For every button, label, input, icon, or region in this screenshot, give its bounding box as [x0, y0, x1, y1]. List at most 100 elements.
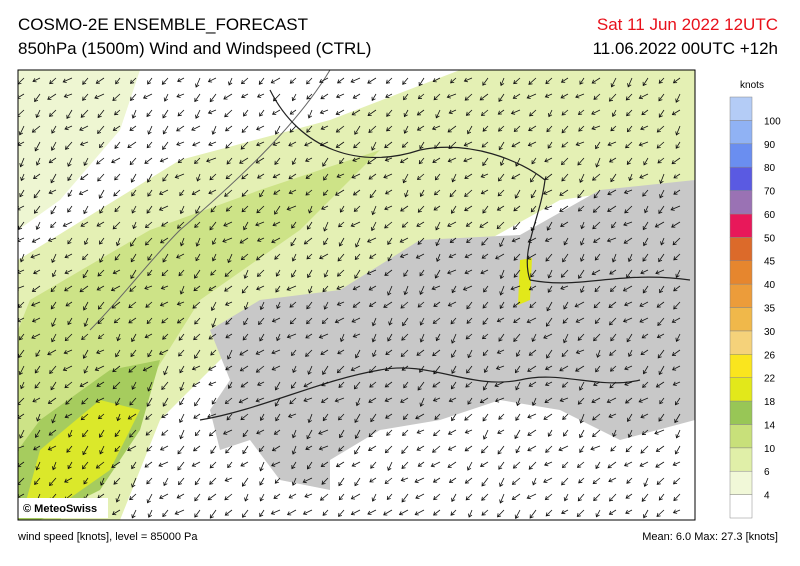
wind-arrow: [337, 253, 345, 262]
wind-arrow: [272, 173, 281, 179]
wind-arrow: [129, 77, 137, 84]
wind-arrow: [127, 445, 137, 452]
wind-arrow: [435, 333, 441, 342]
wind-arrow: [403, 269, 409, 277]
wind-arrow: [481, 141, 489, 148]
wind-arrow: [561, 125, 569, 134]
wind-arrow: [323, 221, 329, 232]
wind-arrow: [31, 333, 41, 339]
wind-arrow: [47, 397, 57, 404]
wind-arrow: [335, 141, 345, 148]
wind-arrow: [47, 445, 57, 451]
wind-arrow: [18, 221, 25, 230]
wind-arrow: [290, 381, 297, 389]
wind-arrow: [291, 253, 297, 262]
colorbar-label: 100: [764, 116, 781, 127]
wind-arrow: [242, 333, 249, 341]
wind-arrow: [366, 237, 377, 243]
wind-arrow: [209, 461, 217, 469]
wind-arrow: [208, 189, 217, 195]
wind-arrow: [98, 189, 105, 199]
wind-arrow: [51, 317, 57, 327]
wind-arrow: [158, 461, 169, 467]
wind-arrow: [384, 157, 393, 162]
wind-arrow: [49, 477, 57, 487]
wind-arrow: [48, 429, 57, 436]
wind-arrow: [464, 269, 473, 275]
wind-arrow: [174, 173, 185, 179]
colorbar-band: [729, 166, 753, 191]
wind-arrow: [354, 269, 361, 279]
wind-arrow: [543, 333, 553, 339]
wind-arrow: [146, 173, 153, 183]
wind-arrow: [368, 125, 377, 133]
wind-arrow: [241, 125, 249, 133]
wind-arrow: [670, 205, 681, 211]
wind-arrow: [628, 173, 633, 182]
wind-arrow: [193, 413, 201, 419]
wind-arrow: [385, 77, 393, 84]
wind-arrow: [208, 333, 217, 340]
wind-arrow: [641, 333, 649, 339]
wind-arrow: [482, 77, 489, 86]
wind-arrow: [467, 125, 473, 135]
wind-arrow: [640, 413, 649, 419]
wind-arrow: [656, 509, 665, 517]
wind-arrow: [99, 253, 105, 263]
wind-arrow: [432, 397, 441, 402]
wind-arrow: [289, 125, 297, 133]
wind-arrow: [575, 317, 585, 323]
wind-arrow: [628, 349, 633, 358]
wind-arrow: [353, 141, 361, 149]
wind-arrow: [432, 157, 441, 163]
wind-arrow: [595, 157, 601, 168]
wind-arrow: [160, 285, 169, 290]
wind-arrow: [638, 141, 649, 147]
wind-arrow: [334, 317, 345, 324]
wind-arrow: [464, 413, 473, 421]
wind-arrow: [432, 317, 441, 324]
wind-arrow: [510, 285, 521, 291]
wind-arrow: [642, 221, 649, 231]
wind-arrow: [511, 493, 521, 500]
wind-arrow: [51, 333, 57, 343]
wind-arrow: [338, 381, 345, 389]
wind-arrow: [209, 93, 217, 103]
wind-area: [18, 70, 140, 230]
wind-arrow: [369, 381, 377, 388]
wind-arrow: [211, 397, 217, 405]
wind-arrow: [577, 157, 585, 166]
wind-arrow: [512, 461, 521, 469]
wind-arrow: [464, 477, 473, 484]
wind-arrow: [561, 109, 569, 116]
wind-arrow: [654, 221, 665, 228]
wind-arrow: [496, 221, 505, 230]
wind-arrow: [498, 413, 505, 420]
wind-arrow: [528, 349, 537, 356]
wind-arrow: [579, 77, 585, 85]
wind-arrow: [595, 461, 601, 470]
wind-arrow: [241, 285, 249, 294]
wind-arrow: [162, 109, 169, 119]
wind-arrow: [447, 157, 457, 163]
wind-arrow: [322, 413, 329, 422]
wind-arrow: [161, 221, 169, 227]
map-frame: [17, 69, 696, 521]
wind-arrow: [305, 445, 313, 451]
wind-arrow: [482, 429, 489, 440]
wind-arrow: [51, 413, 57, 424]
wind-arrow: [51, 125, 57, 134]
wind-arrow: [146, 141, 153, 149]
wind-arrow: [433, 493, 441, 501]
wind-arrow: [35, 109, 41, 119]
wind-arrow: [64, 333, 73, 342]
wind-arrow: [239, 349, 249, 356]
wind-arrow: [624, 205, 633, 214]
wind-arrow: [255, 221, 265, 227]
wind-arrow: [431, 285, 441, 291]
wind-arrow: [561, 141, 569, 148]
wind-arrow: [145, 429, 153, 436]
wind-arrow: [31, 237, 41, 243]
wind-arrow: [499, 477, 505, 487]
wind-arrow: [610, 77, 617, 88]
